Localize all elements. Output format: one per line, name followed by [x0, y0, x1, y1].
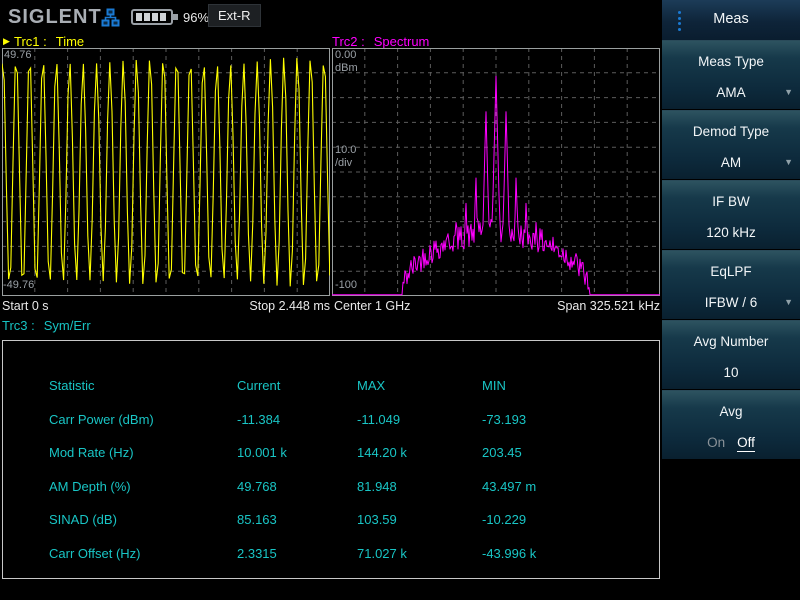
trace2-title: Trc2 : Spectrum — [332, 33, 430, 49]
spectrum-ref-level: 0.00 — [335, 49, 357, 61]
eqlpf-label: EqLPF — [710, 264, 752, 279]
avg-number-value: 10 — [723, 365, 739, 380]
dropdown-arrow-icon: ▼ — [784, 87, 793, 97]
lan-network-icon — [101, 8, 120, 27]
spectrum-scale-unit: /div — [335, 157, 353, 169]
battery-percent: 96% — [183, 10, 210, 25]
trace3-name: Sym/Err — [43, 317, 91, 333]
table-header-row: Statistic Current MAX MIN — [3, 378, 659, 394]
trace3-title: Trc3 : Sym/Err — [2, 317, 91, 333]
table-row-cell: Carr Offset (Hz) — [49, 545, 141, 561]
menu-title: Meas — [713, 11, 749, 27]
menu-item-avg-toggle[interactable]: Avg On Off — [662, 390, 800, 461]
demod-type-value: AM — [720, 155, 742, 170]
trace1-name: Time — [55, 33, 85, 49]
menu-dots-icon — [678, 9, 682, 33]
dropdown-arrow-icon: ▼ — [784, 297, 793, 307]
table-row-cell: Mod Rate (Hz) — [49, 445, 134, 461]
avg-number-label: Avg Number — [693, 334, 769, 349]
battery-icon — [131, 9, 178, 25]
trace1-label: Trc1 : — [14, 33, 47, 49]
avg-off-option[interactable]: Off — [737, 435, 755, 452]
time-domain-plot: 49.76 -49.76 — [1, 48, 331, 296]
table-header-row-cell: MIN — [482, 378, 506, 393]
menu-item-avg-number[interactable]: Avg Number 10 — [662, 320, 800, 391]
if-bw-label: IF BW — [712, 194, 750, 209]
table-row-cell: 203.45 — [482, 445, 522, 461]
table-row-cell: SINAD (dB) — [49, 512, 117, 528]
eqlpf-value: IFBW / 6 — [704, 295, 758, 310]
table-row-cell: AM Depth (%) — [49, 478, 131, 494]
table-row-cell: 43.497 m — [482, 478, 537, 494]
table-row: Mod Rate (Hz) 10.001 k 144.20 k 203.45 — [3, 445, 659, 461]
avg-toggle: On Off — [662, 435, 800, 452]
table-row: Carr Offset (Hz) 2.3315 71.027 k -43.996 k — [3, 546, 659, 562]
active-trace-marker-icon: ▶ — [3, 36, 10, 46]
table-row-cell: 49.768 — [237, 478, 277, 494]
avg-label: Avg — [719, 404, 743, 419]
trace2-label: Trc2 : — [332, 33, 365, 49]
spectrum-center-label: Center 1 GHz — [334, 299, 411, 313]
if-bw-value: 120 kHz — [706, 225, 756, 240]
table-row-cell: 2.3315 — [237, 545, 277, 561]
table-row-cell: -10.229 — [482, 512, 527, 528]
table-row-cell: 85.163 — [237, 512, 277, 528]
demod-type-label: Demod Type — [692, 124, 770, 139]
table-row-cell: -11.049 — [357, 412, 401, 427]
table-row: Carr Power (dBm) -11.384 -11.049 -73.193 — [3, 412, 659, 428]
trace2-name: Spectrum — [373, 33, 430, 49]
siglent-logo: SIGLENT — [8, 6, 102, 28]
spectrum-floor-label: -100 — [335, 279, 358, 291]
menu-item-eqlpf[interactable]: EqLPF IFBW / 6 ▼ — [662, 250, 800, 321]
table-row-cell: 144.20 k — [357, 445, 407, 461]
ext-ref-indicator: Ext-R — [208, 4, 261, 27]
time-y-min-label: -49.76 — [3, 279, 35, 291]
trace1-title: Trc1 : Time — [14, 33, 85, 49]
table-row-cell: -73.193 — [482, 412, 527, 427]
table-header-row-cell: MAX — [357, 378, 386, 393]
table-row-cell: Carr Power (dBm) — [49, 412, 154, 427]
spectrum-plot: 0.00 dBm 10.0 /div -100 — [332, 48, 660, 296]
spectrum-span-label: Span 325.521 kHz — [557, 299, 660, 313]
softkey-menu: Meas Meas Type AMA ▼ Demod Type AM ▼ IF … — [662, 0, 800, 600]
table-row-cell: 103.59 — [357, 512, 397, 528]
table-header-row-cell: Statistic — [49, 378, 95, 393]
dropdown-arrow-icon: ▼ — [784, 157, 793, 167]
table-row-cell: 81.948 — [357, 478, 397, 494]
menu-item-meas-type[interactable]: Meas Type AMA ▼ — [662, 40, 800, 111]
spectrum-scale: 10.0 — [335, 144, 357, 156]
trace3-label: Trc3 : — [2, 317, 35, 333]
table-header-row-cell: Current — [237, 378, 281, 393]
meas-type-label: Meas Type — [698, 54, 764, 69]
table-row-cell: -11.384 — [237, 412, 281, 427]
table-row: AM Depth (%) 49.768 81.948 43.497 m — [3, 479, 659, 495]
meas-type-value: AMA — [716, 85, 746, 100]
sym-err-table: Statistic Current MAX MIN Carr Power (dBm) -1… — [2, 340, 660, 579]
table-row-cell: 10.001 k — [237, 445, 287, 461]
table-row-cell: -43.996 k — [482, 545, 537, 561]
time-start-label: Start 0 s — [2, 299, 49, 313]
menu-title-bar[interactable]: Meas — [662, 0, 800, 42]
menu-item-if-bw[interactable]: IF BW 120 kHz — [662, 180, 800, 251]
time-stop-label: Stop 2.448 ms — [249, 299, 330, 313]
time-y-max-label: 49.76 — [4, 49, 32, 61]
table-row: SINAD (dB) 85.163 103.59 -10.229 — [3, 512, 659, 528]
avg-on-option[interactable]: On — [707, 435, 726, 450]
table-row-cell: 71.027 k — [357, 545, 407, 561]
spectrum-ref-unit: dBm — [335, 62, 358, 74]
menu-item-demod-type[interactable]: Demod Type AM ▼ — [662, 110, 800, 181]
